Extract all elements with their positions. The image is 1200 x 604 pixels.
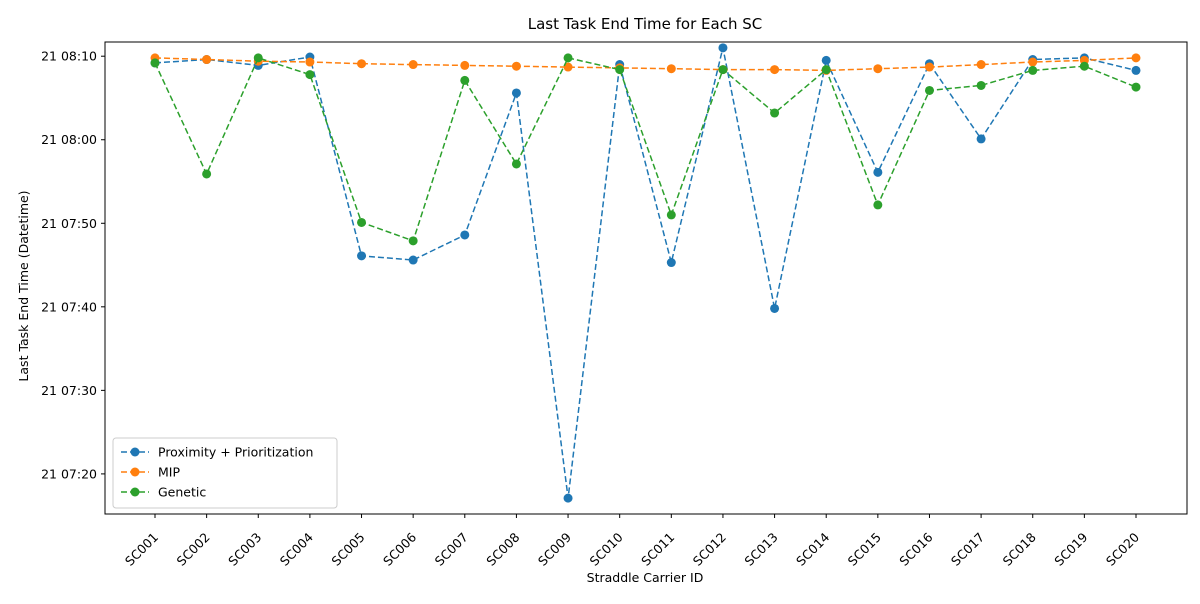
x-tick-label: SC014 (793, 529, 832, 568)
legend-box (112, 437, 338, 509)
data-point (924, 62, 934, 72)
legend-label: Proximity + Prioritization (158, 445, 313, 460)
data-point (1131, 82, 1141, 92)
data-point (408, 60, 418, 70)
data-point (666, 258, 676, 268)
data-point (1028, 57, 1038, 67)
x-tick-label: SC015 (845, 530, 884, 569)
data-point (976, 60, 986, 70)
data-point (408, 255, 418, 265)
data-point (563, 493, 573, 503)
x-tick-label: SC016 (896, 529, 935, 568)
data-point (1079, 61, 1089, 71)
data-point (305, 57, 315, 67)
data-point (873, 200, 883, 210)
data-point (460, 230, 470, 240)
data-point (357, 251, 367, 261)
data-point (770, 65, 780, 75)
data-point (408, 236, 418, 246)
data-point (873, 64, 883, 74)
plot-area: 21 07:20 21 07:30 21 07:40 21 07:50 21 08:00… (41, 41, 1188, 569)
data-point (770, 108, 780, 118)
x-tick-label: SC002 (173, 530, 212, 569)
data-point (1131, 65, 1141, 75)
data-point (563, 53, 573, 63)
x-tick-label: SC019 (1051, 529, 1090, 568)
y-tick-label: 21 08:10 (41, 49, 97, 64)
data-point (357, 217, 367, 227)
x-tick-label: SC017 (948, 530, 987, 569)
plot-frame (104, 41, 1188, 515)
y-tick-label: 21 07:40 (41, 299, 97, 314)
y-tick-label: 21 08:00 (41, 132, 97, 147)
x-tick-label: SC006 (380, 529, 419, 568)
data-point (305, 70, 315, 80)
data-point (202, 55, 212, 65)
legend-label: MIP (158, 465, 180, 480)
series-line-2 (154, 57, 1137, 72)
data-point (357, 59, 367, 69)
x-tick-label: SC004 (277, 529, 316, 568)
x-tick-label: SC009 (535, 529, 574, 568)
x-tick-label: SC013 (741, 530, 780, 569)
y-axis-title: Last Task End Time (Datetime) (16, 190, 31, 381)
y-tick-label: 21 07:30 (41, 383, 97, 398)
legend-marker (130, 447, 140, 457)
x-axis-title: Straddle Carrier ID (587, 570, 704, 585)
y-tick-label: 21 07:20 (41, 466, 97, 481)
data-point (460, 75, 470, 85)
data-point (718, 65, 728, 75)
data-point (1028, 65, 1038, 75)
data-point (150, 58, 160, 68)
legend-label: Genetic (158, 485, 206, 500)
data-point (821, 55, 831, 65)
x-tick-label: SC008 (483, 529, 522, 568)
data-point (1131, 53, 1141, 63)
chart-title: Last Task End Time for Each SC (528, 15, 763, 33)
data-point (253, 53, 263, 63)
data-point (718, 43, 728, 53)
data-point (511, 159, 521, 169)
x-tick-label: SC011 (638, 530, 677, 569)
data-point (202, 169, 212, 179)
x-tick-label: SC005 (328, 530, 367, 569)
data-point (615, 65, 625, 75)
y-tick-label: 21 07:50 (41, 216, 97, 231)
data-point (511, 88, 521, 98)
data-point (563, 62, 573, 72)
data-point (460, 60, 470, 70)
x-tick-label: SC003 (225, 530, 264, 569)
data-point (666, 64, 676, 74)
legend-marker (130, 467, 140, 477)
series-line-1 (154, 47, 1137, 499)
data-point (976, 80, 986, 90)
data-point (770, 303, 780, 313)
x-tick-label: SC010 (587, 529, 626, 568)
data-point (873, 167, 883, 177)
data-point (924, 85, 934, 95)
legend-marker (130, 487, 140, 497)
x-tick-label: SC007 (432, 530, 471, 569)
x-tick-label: SC018 (1000, 529, 1039, 568)
data-point (976, 134, 986, 144)
x-tick-label: SC020 (1103, 529, 1142, 568)
data-point (666, 210, 676, 220)
data-point (511, 61, 521, 71)
x-tick-label: SC012 (690, 530, 729, 569)
data-point (821, 65, 831, 75)
series-line-3 (154, 56, 1137, 242)
x-tick-label: SC001 (122, 530, 161, 569)
